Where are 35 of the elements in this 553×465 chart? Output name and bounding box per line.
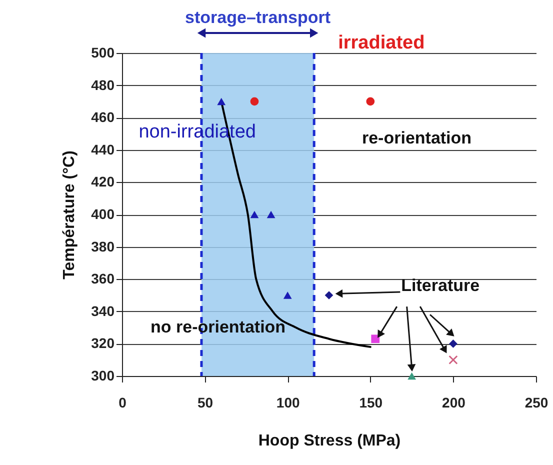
point: [250, 210, 259, 218]
point: [408, 372, 416, 380]
point: [324, 291, 334, 300]
point: [266, 210, 276, 218]
y-tick-label: 360: [91, 270, 115, 287]
point: [371, 334, 380, 344]
text: irradiated: [338, 32, 425, 54]
point: [449, 340, 458, 348]
x-tick-label: 250: [524, 394, 548, 410]
y-tick-label: 300: [91, 368, 115, 384]
y-tick-label: 400: [91, 206, 115, 222]
annotation: no re-orientation: [150, 318, 286, 337]
x-tick-label: 100: [276, 394, 300, 410]
y-tick-label: 440: [91, 141, 115, 158]
point: [217, 98, 226, 106]
y-axis-title: Température (°C): [61, 150, 78, 280]
x-tick-label: 200: [442, 394, 466, 410]
point: [366, 97, 375, 106]
x-tick-label: 50: [198, 394, 214, 410]
y-tick-label: 480: [91, 76, 115, 93]
y-tick-label: 500: [91, 44, 115, 60]
point: [283, 292, 292, 299]
y-tick-label: 420: [91, 174, 115, 190]
x-axis-title: Hoop Stress (MPa): [258, 432, 401, 450]
y-tick-label: 460: [91, 109, 115, 126]
y-tick-label: 340: [91, 302, 115, 319]
y-tick-label: 320: [91, 335, 115, 352]
band-label: storage–transport: [185, 8, 331, 27]
y-tick-label: 380: [91, 238, 115, 254]
annotation: re-orientation: [362, 128, 472, 148]
x-tick-label: 150: [359, 394, 383, 410]
annotation: Literature: [401, 276, 480, 295]
point: [250, 97, 259, 106]
point: [448, 355, 458, 364]
x-tick-label: 0: [118, 394, 127, 410]
